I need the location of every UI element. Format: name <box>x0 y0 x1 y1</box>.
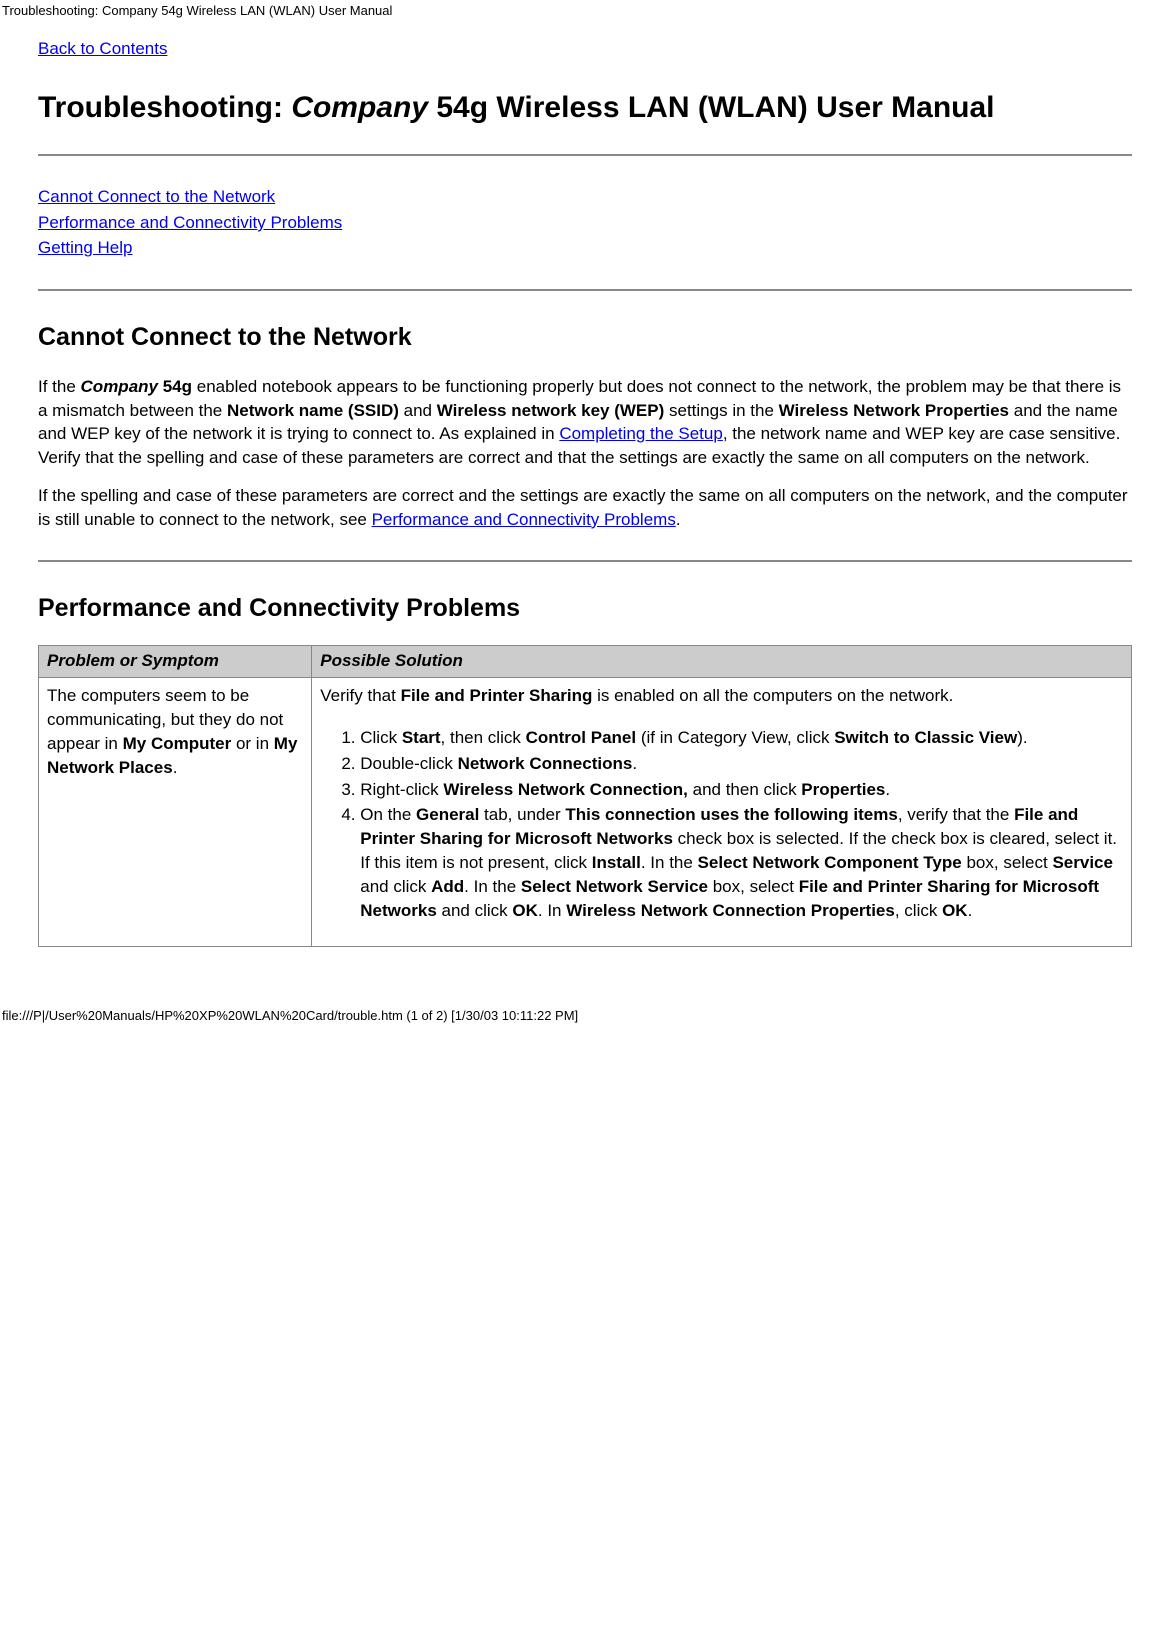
text-bold: File and Printer Sharing <box>401 686 593 705</box>
section-heading-performance: Performance and Connectivity Problems <box>38 592 1132 626</box>
content-area: Back to Contents Troubleshooting: Compan… <box>0 38 1162 948</box>
text: . <box>632 754 637 773</box>
text: or in <box>231 734 274 753</box>
table-header-row: Problem or Symptom Possible Solution <box>39 646 1132 678</box>
text: If the <box>38 377 81 396</box>
text-bold: Select Network Service <box>521 877 708 896</box>
text-bold: Wireless Network Connection, <box>443 780 688 799</box>
text-bold: Properties <box>801 780 885 799</box>
text-bold: Wireless Network Properties <box>779 401 1009 420</box>
text-bold: OK <box>512 901 538 920</box>
text: On the <box>360 805 416 824</box>
text-bold: 54g <box>158 377 192 396</box>
page-footer: file:///P|/User%20Manuals/HP%20XP%20WLAN… <box>0 947 1162 1025</box>
text: box, select <box>708 877 799 896</box>
text: settings in the <box>664 401 778 420</box>
text: Double-click <box>360 754 457 773</box>
text-bold: Wireless network key (WEP) <box>437 401 665 420</box>
title-company: Company <box>291 91 428 124</box>
divider <box>38 154 1132 156</box>
text-bold: Control Panel <box>526 728 637 747</box>
paragraph: If the Company 54g enabled notebook appe… <box>38 375 1132 470</box>
troubleshooting-table: Problem or Symptom Possible Solution The… <box>38 645 1132 947</box>
text: and click <box>360 877 431 896</box>
text: and click <box>437 901 513 920</box>
text: and <box>399 401 437 420</box>
table-row: The computers seem to be communicating, … <box>39 678 1132 947</box>
text: . <box>968 901 973 920</box>
steps-list: Click Start, then click Control Panel (i… <box>320 726 1123 922</box>
page-header: Troubleshooting: Company 54g Wireless LA… <box>0 0 1162 20</box>
text-bold: Install <box>592 853 641 872</box>
performance-problems-link[interactable]: Performance and Connectivity Problems <box>372 510 676 529</box>
text: ). <box>1017 728 1027 747</box>
text: . <box>885 780 890 799</box>
section-heading-cannot-connect: Cannot Connect to the Network <box>38 321 1132 355</box>
text-bold: Select Network Component Type <box>698 853 962 872</box>
text-bold: Wireless Network Connection Properties <box>566 901 895 920</box>
toc-link-performance[interactable]: Performance and Connectivity Problems <box>38 210 1132 236</box>
text-bold: My Computer <box>123 734 232 753</box>
text: , then click <box>441 728 526 747</box>
table-of-contents: Cannot Connect to the Network Performanc… <box>38 184 1132 261</box>
text: (if in Category View, click <box>636 728 834 747</box>
title-suffix: 54g Wireless LAN (WLAN) User Manual <box>428 91 995 124</box>
text: tab, under <box>479 805 565 824</box>
text: . <box>676 510 681 529</box>
text: . In the <box>641 853 698 872</box>
completing-setup-link[interactable]: Completing the Setup <box>559 424 723 443</box>
text: and then click <box>688 780 801 799</box>
list-item: On the General tab, under This connectio… <box>360 803 1123 922</box>
text: . <box>173 758 178 777</box>
text-bold: Add <box>431 877 464 896</box>
table-header-problem: Problem or Symptom <box>39 646 312 678</box>
text: Verify that <box>320 686 400 705</box>
text-bold: Service <box>1052 853 1113 872</box>
list-item: Double-click Network Connections. <box>360 752 1123 776</box>
text: is enabled on all the computers on the n… <box>592 686 953 705</box>
list-item: Click Start, then click Control Panel (i… <box>360 726 1123 750</box>
divider <box>38 289 1132 291</box>
paragraph: If the spelling and case of these parame… <box>38 484 1132 532</box>
text: Right-click <box>360 780 443 799</box>
divider <box>38 560 1132 562</box>
list-item: Right-click Wireless Network Connection,… <box>360 778 1123 802</box>
text-bold: Switch to Classic View <box>834 728 1017 747</box>
text: . In the <box>464 877 521 896</box>
text-bold: Start <box>402 728 441 747</box>
back-to-contents-link[interactable]: Back to Contents <box>38 38 1132 61</box>
table-cell-solution: Verify that File and Printer Sharing is … <box>312 678 1132 947</box>
text: box, select <box>962 853 1053 872</box>
title-prefix: Troubleshooting: <box>38 91 291 124</box>
table-cell-problem: The computers seem to be communicating, … <box>39 678 312 947</box>
text: , click <box>895 901 942 920</box>
text-bold: Network Connections <box>458 754 633 773</box>
text-bold: General <box>416 805 479 824</box>
text-bold: This connection uses the following items <box>565 805 897 824</box>
text: Click <box>360 728 402 747</box>
text: , verify that the <box>898 805 1014 824</box>
toc-link-getting-help[interactable]: Getting Help <box>38 235 1132 261</box>
text-bold: Network name (SSID) <box>227 401 399 420</box>
page-title: Troubleshooting: Company 54g Wireless LA… <box>38 90 1132 126</box>
text-bold: OK <box>942 901 968 920</box>
text: . In <box>538 901 566 920</box>
table-header-solution: Possible Solution <box>312 646 1132 678</box>
toc-link-cannot-connect[interactable]: Cannot Connect to the Network <box>38 184 1132 210</box>
text-bold-italic: Company <box>81 377 158 396</box>
